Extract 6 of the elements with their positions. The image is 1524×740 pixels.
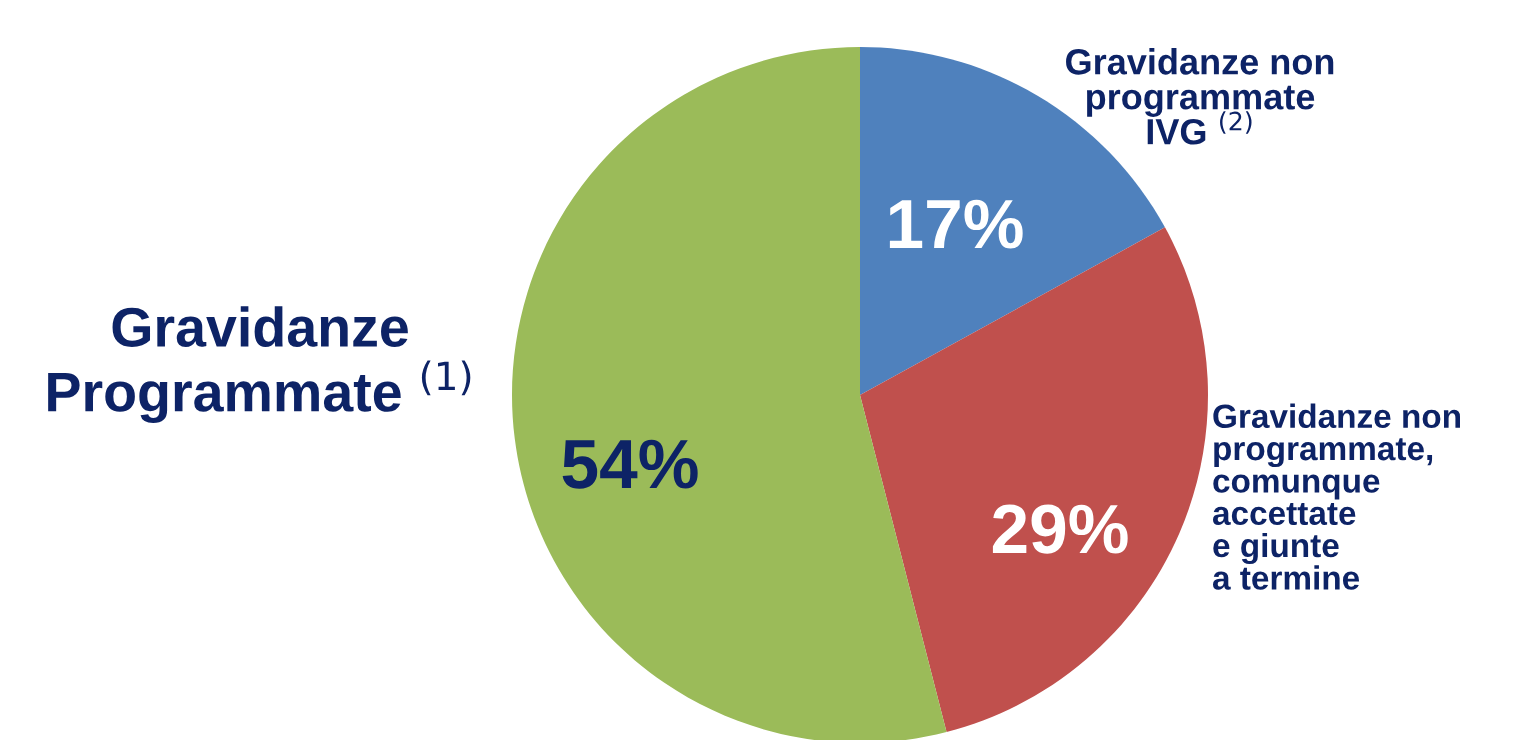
data-label: 17%	[889, 199, 1023, 249]
slice-label: Gravidanze non programmate IVG $^{(2)}$	[1066, 48, 1334, 145]
data-label: 54%	[562, 439, 698, 489]
slice-label: Gravidanze Programmate $^{(1)}$	[48, 306, 471, 424]
slice-label: Gravidanze non programmate, comunque accettate e giunte a termine	[1212, 403, 1460, 590]
data-label: 29%	[992, 504, 1128, 554]
